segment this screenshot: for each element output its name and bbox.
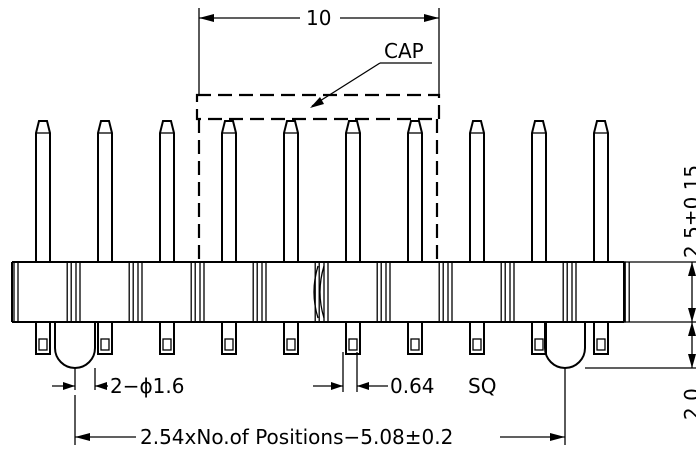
dimension-pin-size: 0.64 SQ <box>313 352 496 398</box>
pin-size-label: 0.64 <box>390 374 435 398</box>
pin <box>509 120 568 355</box>
pin <box>447 120 506 355</box>
pin <box>13 120 72 355</box>
pin <box>75 120 134 355</box>
dimension-hole: 2−ϕ1.6 <box>52 368 184 398</box>
positions-formula-label: 2.54xNo.of Positions−5.08±0.2 <box>140 425 453 449</box>
dimension-side: 2.5±0.15 2.0 <box>585 165 696 420</box>
dimension-top: 10 <box>198 6 440 95</box>
pin <box>571 120 630 355</box>
hole-diameter-label: 2−ϕ1.6 <box>110 374 184 398</box>
cap-label: CAP <box>384 39 424 63</box>
dimension-top-label: 10 <box>306 6 331 30</box>
pin <box>385 120 444 355</box>
dimension-positions: 2.54xNo.of Positions−5.08±0.2 <box>74 368 566 450</box>
pin <box>261 120 320 355</box>
pin <box>323 120 382 355</box>
pin <box>199 120 258 355</box>
side-dimension-upper-label: 2.5±0.15 <box>680 165 696 258</box>
sq-label: SQ <box>468 374 496 398</box>
pin <box>137 120 196 355</box>
side-dimension-lower-label: 2.0 <box>680 388 696 420</box>
mounting-pegs <box>54 322 586 369</box>
cap-leader: CAP <box>310 39 432 108</box>
cap-outline <box>195 93 441 262</box>
housing <box>11 261 625 323</box>
pin-group <box>13 120 630 355</box>
